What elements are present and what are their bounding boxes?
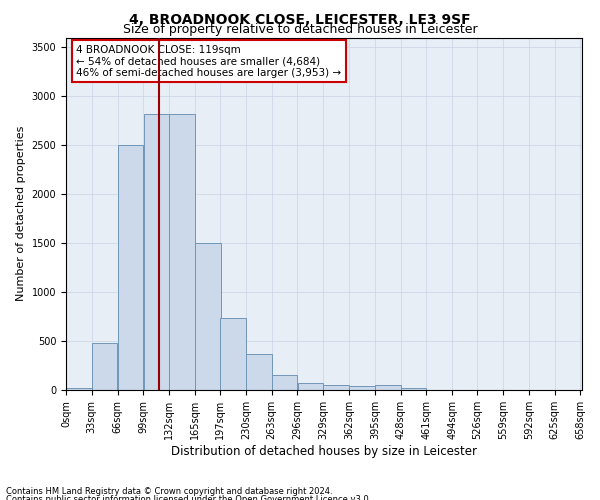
Bar [246, 354, 272, 390]
Bar [323, 385, 349, 390]
Bar [66, 388, 92, 390]
Text: Size of property relative to detached houses in Leicester: Size of property relative to detached ho… [122, 22, 478, 36]
Y-axis label: Number of detached properties: Number of detached properties [16, 126, 26, 302]
Text: Contains public sector information licensed under the Open Government Licence v3: Contains public sector information licen… [6, 495, 371, 500]
Bar [272, 375, 298, 390]
Text: Contains HM Land Registry data © Crown copyright and database right 2024.: Contains HM Land Registry data © Crown c… [6, 488, 332, 496]
Bar [92, 343, 118, 390]
Bar [143, 114, 169, 390]
Text: 4 BROADNOOK CLOSE: 119sqm
← 54% of detached houses are smaller (4,684)
46% of se: 4 BROADNOOK CLOSE: 119sqm ← 54% of detac… [76, 44, 341, 78]
Bar [375, 384, 401, 390]
Text: 4, BROADNOOK CLOSE, LEICESTER, LE3 9SF: 4, BROADNOOK CLOSE, LEICESTER, LE3 9SF [129, 12, 471, 26]
Bar [169, 114, 195, 390]
Bar [401, 388, 427, 390]
Bar [195, 243, 221, 390]
Bar [298, 383, 323, 390]
Bar [118, 145, 143, 390]
Bar [220, 318, 246, 390]
X-axis label: Distribution of detached houses by size in Leicester: Distribution of detached houses by size … [171, 444, 477, 458]
Bar [349, 386, 375, 390]
